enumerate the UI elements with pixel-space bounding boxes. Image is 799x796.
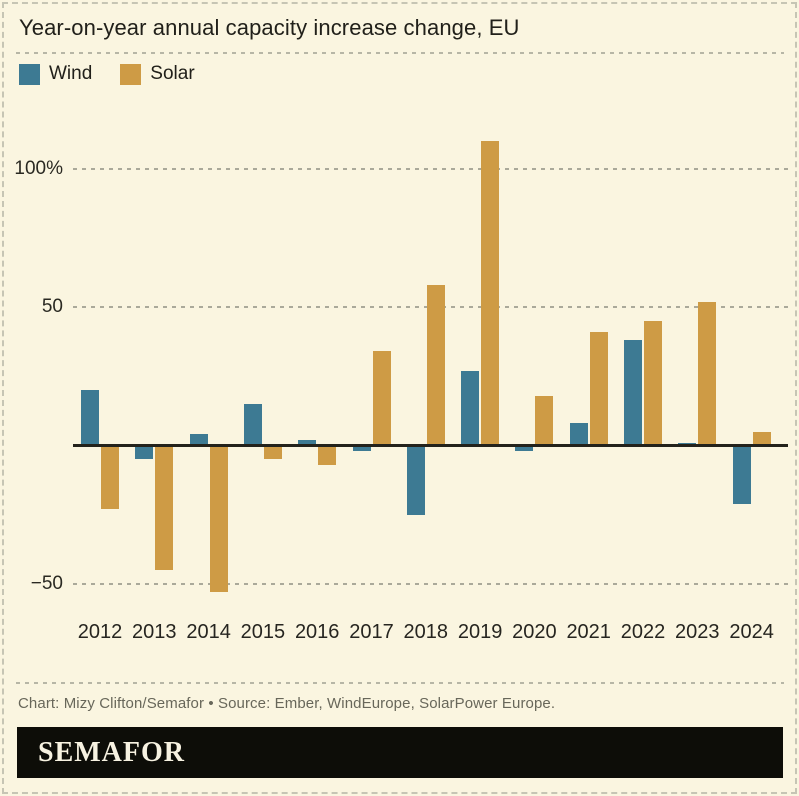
bar-wind-2013 bbox=[135, 445, 154, 460]
bar-wind-2021 bbox=[569, 423, 588, 446]
y-axis-tick-label: 100% bbox=[14, 157, 63, 179]
x-axis-label-2014: 2014 bbox=[186, 621, 231, 643]
bar-wind-2015 bbox=[243, 403, 262, 446]
x-axis-label-2019: 2019 bbox=[457, 621, 503, 643]
x-axis-label-2022: 2022 bbox=[620, 621, 666, 643]
bar-wind-2018 bbox=[406, 445, 425, 515]
chart-title: Year-on-year annual capacity increase ch… bbox=[19, 15, 520, 40]
legend-item-wind: Wind bbox=[19, 63, 92, 85]
bar-solar-2018 bbox=[426, 285, 445, 446]
legend-label-solar: Solar bbox=[150, 63, 195, 84]
legend-label-wind: Wind bbox=[49, 63, 93, 84]
credit-line: Chart: Mizy Clifton/Semafor • Source: Em… bbox=[18, 695, 556, 712]
bar-solar-2021 bbox=[589, 332, 608, 446]
bar-solar-2012 bbox=[101, 445, 119, 510]
bar-wind-2019 bbox=[461, 370, 480, 446]
x-axis-label-2020: 2020 bbox=[512, 621, 557, 643]
bar-wind-2012 bbox=[81, 390, 99, 446]
bar-solar-2016 bbox=[318, 445, 337, 465]
bar-solar-2024 bbox=[752, 431, 771, 446]
semafor-logo-bar: SEMAFOR bbox=[17, 727, 783, 778]
x-axis-label-2021: 2021 bbox=[566, 621, 611, 643]
footer-divider bbox=[16, 682, 784, 684]
x-axis-label-2017: 2017 bbox=[349, 621, 394, 643]
bar-solar-2020 bbox=[535, 395, 554, 446]
x-axis-label-2012: 2012 bbox=[77, 621, 123, 643]
gridline-100 bbox=[73, 167, 788, 170]
x-axis-label-2018: 2018 bbox=[403, 621, 449, 643]
bar-wind-2022 bbox=[624, 340, 642, 446]
bar-solar-2022 bbox=[644, 320, 662, 446]
y-axis-tick-label: −50 bbox=[30, 572, 63, 594]
gridline--50 bbox=[73, 582, 788, 585]
bar-wind-2014 bbox=[189, 434, 208, 446]
bar-solar-2015 bbox=[263, 445, 282, 460]
zero-axis-line bbox=[73, 444, 788, 447]
bar-wind-2017 bbox=[352, 445, 371, 452]
bar-solar-2023 bbox=[698, 301, 717, 446]
bar-wind-2016 bbox=[298, 439, 317, 446]
x-axis-label-2016: 2016 bbox=[294, 621, 340, 643]
bar-solar-2019 bbox=[481, 141, 500, 446]
x-axis-label-2023: 2023 bbox=[675, 621, 720, 643]
x-axis-label-2015: 2015 bbox=[240, 621, 286, 643]
title-divider bbox=[16, 52, 784, 54]
bar-wind-2020 bbox=[515, 445, 534, 452]
bar-wind-2024 bbox=[732, 445, 751, 504]
x-axis-label-2013: 2013 bbox=[132, 621, 177, 643]
solar-swatch-icon bbox=[120, 63, 142, 85]
semafor-logo: SEMAFOR bbox=[38, 736, 185, 768]
wind-swatch-icon bbox=[19, 63, 40, 85]
bar-solar-2013 bbox=[155, 445, 174, 570]
bar-solar-2017 bbox=[372, 351, 391, 446]
legend-item-solar: Solar bbox=[120, 63, 195, 85]
bar-solar-2014 bbox=[209, 445, 228, 593]
x-axis-label-2024: 2024 bbox=[729, 621, 774, 643]
legend: Wind Solar bbox=[19, 63, 195, 85]
y-axis-tick-label: 50 bbox=[41, 296, 63, 318]
